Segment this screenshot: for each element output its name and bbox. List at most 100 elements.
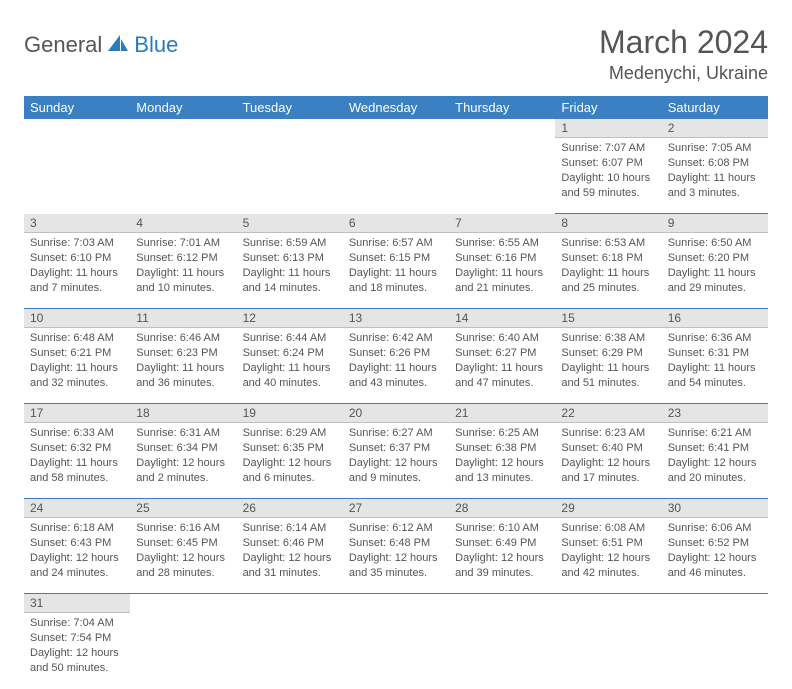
day-content-cell: Sunrise: 6:59 AMSunset: 6:13 PMDaylight:…: [237, 233, 343, 309]
day-detail-line: Sunset: 6:43 PM: [30, 536, 124, 551]
day-number-cell: 17: [24, 404, 130, 423]
day-detail-line: Daylight: 12 hours: [349, 551, 443, 566]
day-content-cell: [449, 613, 555, 689]
day-details: Sunrise: 7:01 AMSunset: 6:12 PMDaylight:…: [130, 233, 236, 299]
day-detail-line: Daylight: 11 hours: [30, 361, 124, 376]
day-number-cell: 26: [237, 499, 343, 518]
day-number-cell: 11: [130, 309, 236, 328]
day-content-cell: Sunrise: 6:44 AMSunset: 6:24 PMDaylight:…: [237, 328, 343, 404]
day-detail-line: and 35 minutes.: [349, 566, 443, 581]
day-details: Sunrise: 6:21 AMSunset: 6:41 PMDaylight:…: [662, 423, 768, 489]
day-content-cell: Sunrise: 6:53 AMSunset: 6:18 PMDaylight:…: [555, 233, 661, 309]
day-details: Sunrise: 6:27 AMSunset: 6:37 PMDaylight:…: [343, 423, 449, 489]
day-details: Sunrise: 6:38 AMSunset: 6:29 PMDaylight:…: [555, 328, 661, 394]
day-content-cell: [555, 613, 661, 689]
day-detail-line: Daylight: 12 hours: [136, 456, 230, 471]
day-content-cell: [343, 613, 449, 689]
day-content-cell: Sunrise: 6:33 AMSunset: 6:32 PMDaylight:…: [24, 423, 130, 499]
day-number-cell: [343, 119, 449, 138]
day-detail-line: Daylight: 11 hours: [30, 266, 124, 281]
day-detail-line: Sunset: 6:08 PM: [668, 156, 762, 171]
day-detail-line: and 59 minutes.: [561, 186, 655, 201]
day-detail-line: Sunset: 6:45 PM: [136, 536, 230, 551]
day-details: [24, 138, 130, 145]
day-detail-line: Sunset: 6:15 PM: [349, 251, 443, 266]
day-detail-line: Sunrise: 7:05 AM: [668, 141, 762, 156]
day-detail-line: Sunset: 6:20 PM: [668, 251, 762, 266]
day-details: Sunrise: 6:31 AMSunset: 6:34 PMDaylight:…: [130, 423, 236, 489]
day-number-cell: 5: [237, 214, 343, 233]
weekday-header: Tuesday: [237, 96, 343, 119]
day-detail-line: Sunrise: 6:14 AM: [243, 521, 337, 536]
day-details: Sunrise: 7:03 AMSunset: 6:10 PMDaylight:…: [24, 233, 130, 299]
day-detail-line: Sunset: 6:40 PM: [561, 441, 655, 456]
day-content-cell: Sunrise: 6:18 AMSunset: 6:43 PMDaylight:…: [24, 518, 130, 594]
day-detail-line: and 17 minutes.: [561, 471, 655, 486]
day-content-cell: [449, 138, 555, 214]
day-number-cell: 9: [662, 214, 768, 233]
day-content-cell: Sunrise: 6:46 AMSunset: 6:23 PMDaylight:…: [130, 328, 236, 404]
day-detail-line: Sunset: 6:35 PM: [243, 441, 337, 456]
day-detail-line: and 42 minutes.: [561, 566, 655, 581]
day-details: Sunrise: 6:42 AMSunset: 6:26 PMDaylight:…: [343, 328, 449, 394]
day-detail-line: and 58 minutes.: [30, 471, 124, 486]
day-content-cell: Sunrise: 7:01 AMSunset: 6:12 PMDaylight:…: [130, 233, 236, 309]
day-detail-line: Sunrise: 6:48 AM: [30, 331, 124, 346]
day-detail-line: Daylight: 11 hours: [30, 456, 124, 471]
day-detail-line: Sunrise: 6:29 AM: [243, 426, 337, 441]
day-number-row: 31: [24, 594, 768, 613]
day-content-cell: [343, 138, 449, 214]
day-content-cell: Sunrise: 6:21 AMSunset: 6:41 PMDaylight:…: [662, 423, 768, 499]
day-detail-line: Sunrise: 6:53 AM: [561, 236, 655, 251]
day-detail-line: Daylight: 11 hours: [561, 266, 655, 281]
day-detail-line: Daylight: 12 hours: [349, 456, 443, 471]
day-number-cell: 20: [343, 404, 449, 423]
day-detail-line: and 51 minutes.: [561, 376, 655, 391]
day-number-row: 17181920212223: [24, 404, 768, 423]
day-detail-line: Sunrise: 6:46 AM: [136, 331, 230, 346]
day-detail-line: Sunrise: 6:27 AM: [349, 426, 443, 441]
day-content-cell: Sunrise: 6:14 AMSunset: 6:46 PMDaylight:…: [237, 518, 343, 594]
day-number-cell: [24, 119, 130, 138]
day-detail-line: Daylight: 11 hours: [136, 361, 230, 376]
day-details: Sunrise: 6:08 AMSunset: 6:51 PMDaylight:…: [555, 518, 661, 584]
weekday-header: Friday: [555, 96, 661, 119]
day-detail-line: Daylight: 11 hours: [243, 361, 337, 376]
day-content-cell: Sunrise: 6:31 AMSunset: 6:34 PMDaylight:…: [130, 423, 236, 499]
day-details: Sunrise: 6:57 AMSunset: 6:15 PMDaylight:…: [343, 233, 449, 299]
day-number-cell: 4: [130, 214, 236, 233]
logo: General Blue: [24, 32, 178, 58]
day-details: Sunrise: 6:25 AMSunset: 6:38 PMDaylight:…: [449, 423, 555, 489]
day-number-row: 3456789: [24, 214, 768, 233]
day-detail-line: and 54 minutes.: [668, 376, 762, 391]
day-detail-line: Sunset: 6:07 PM: [561, 156, 655, 171]
day-detail-line: Sunrise: 6:55 AM: [455, 236, 549, 251]
day-number-cell: [130, 119, 236, 138]
day-content-cell: Sunrise: 7:07 AMSunset: 6:07 PMDaylight:…: [555, 138, 661, 214]
day-detail-line: Sunrise: 6:16 AM: [136, 521, 230, 536]
day-number-cell: 21: [449, 404, 555, 423]
day-content-cell: Sunrise: 6:12 AMSunset: 6:48 PMDaylight:…: [343, 518, 449, 594]
day-number-cell: 25: [130, 499, 236, 518]
day-number-cell: 27: [343, 499, 449, 518]
day-detail-line: Daylight: 12 hours: [668, 551, 762, 566]
day-number-cell: 28: [449, 499, 555, 518]
day-detail-line: Daylight: 11 hours: [668, 171, 762, 186]
day-number-cell: [449, 594, 555, 613]
day-detail-line: and 36 minutes.: [136, 376, 230, 391]
day-content-cell: [130, 138, 236, 214]
day-detail-line: Sunset: 6:21 PM: [30, 346, 124, 361]
day-content-row: Sunrise: 7:07 AMSunset: 6:07 PMDaylight:…: [24, 138, 768, 214]
calendar-body: 12Sunrise: 7:07 AMSunset: 6:07 PMDayligh…: [24, 119, 768, 689]
day-number-cell: 22: [555, 404, 661, 423]
day-detail-line: and 50 minutes.: [30, 661, 124, 676]
day-detail-line: Daylight: 10 hours: [561, 171, 655, 186]
day-detail-line: Daylight: 11 hours: [668, 361, 762, 376]
day-number-cell: [237, 119, 343, 138]
day-detail-line: and 18 minutes.: [349, 281, 443, 296]
day-detail-line: Sunrise: 6:36 AM: [668, 331, 762, 346]
day-details: [237, 613, 343, 620]
day-details: Sunrise: 7:07 AMSunset: 6:07 PMDaylight:…: [555, 138, 661, 204]
day-detail-line: Daylight: 12 hours: [30, 646, 124, 661]
day-detail-line: Sunset: 6:32 PM: [30, 441, 124, 456]
